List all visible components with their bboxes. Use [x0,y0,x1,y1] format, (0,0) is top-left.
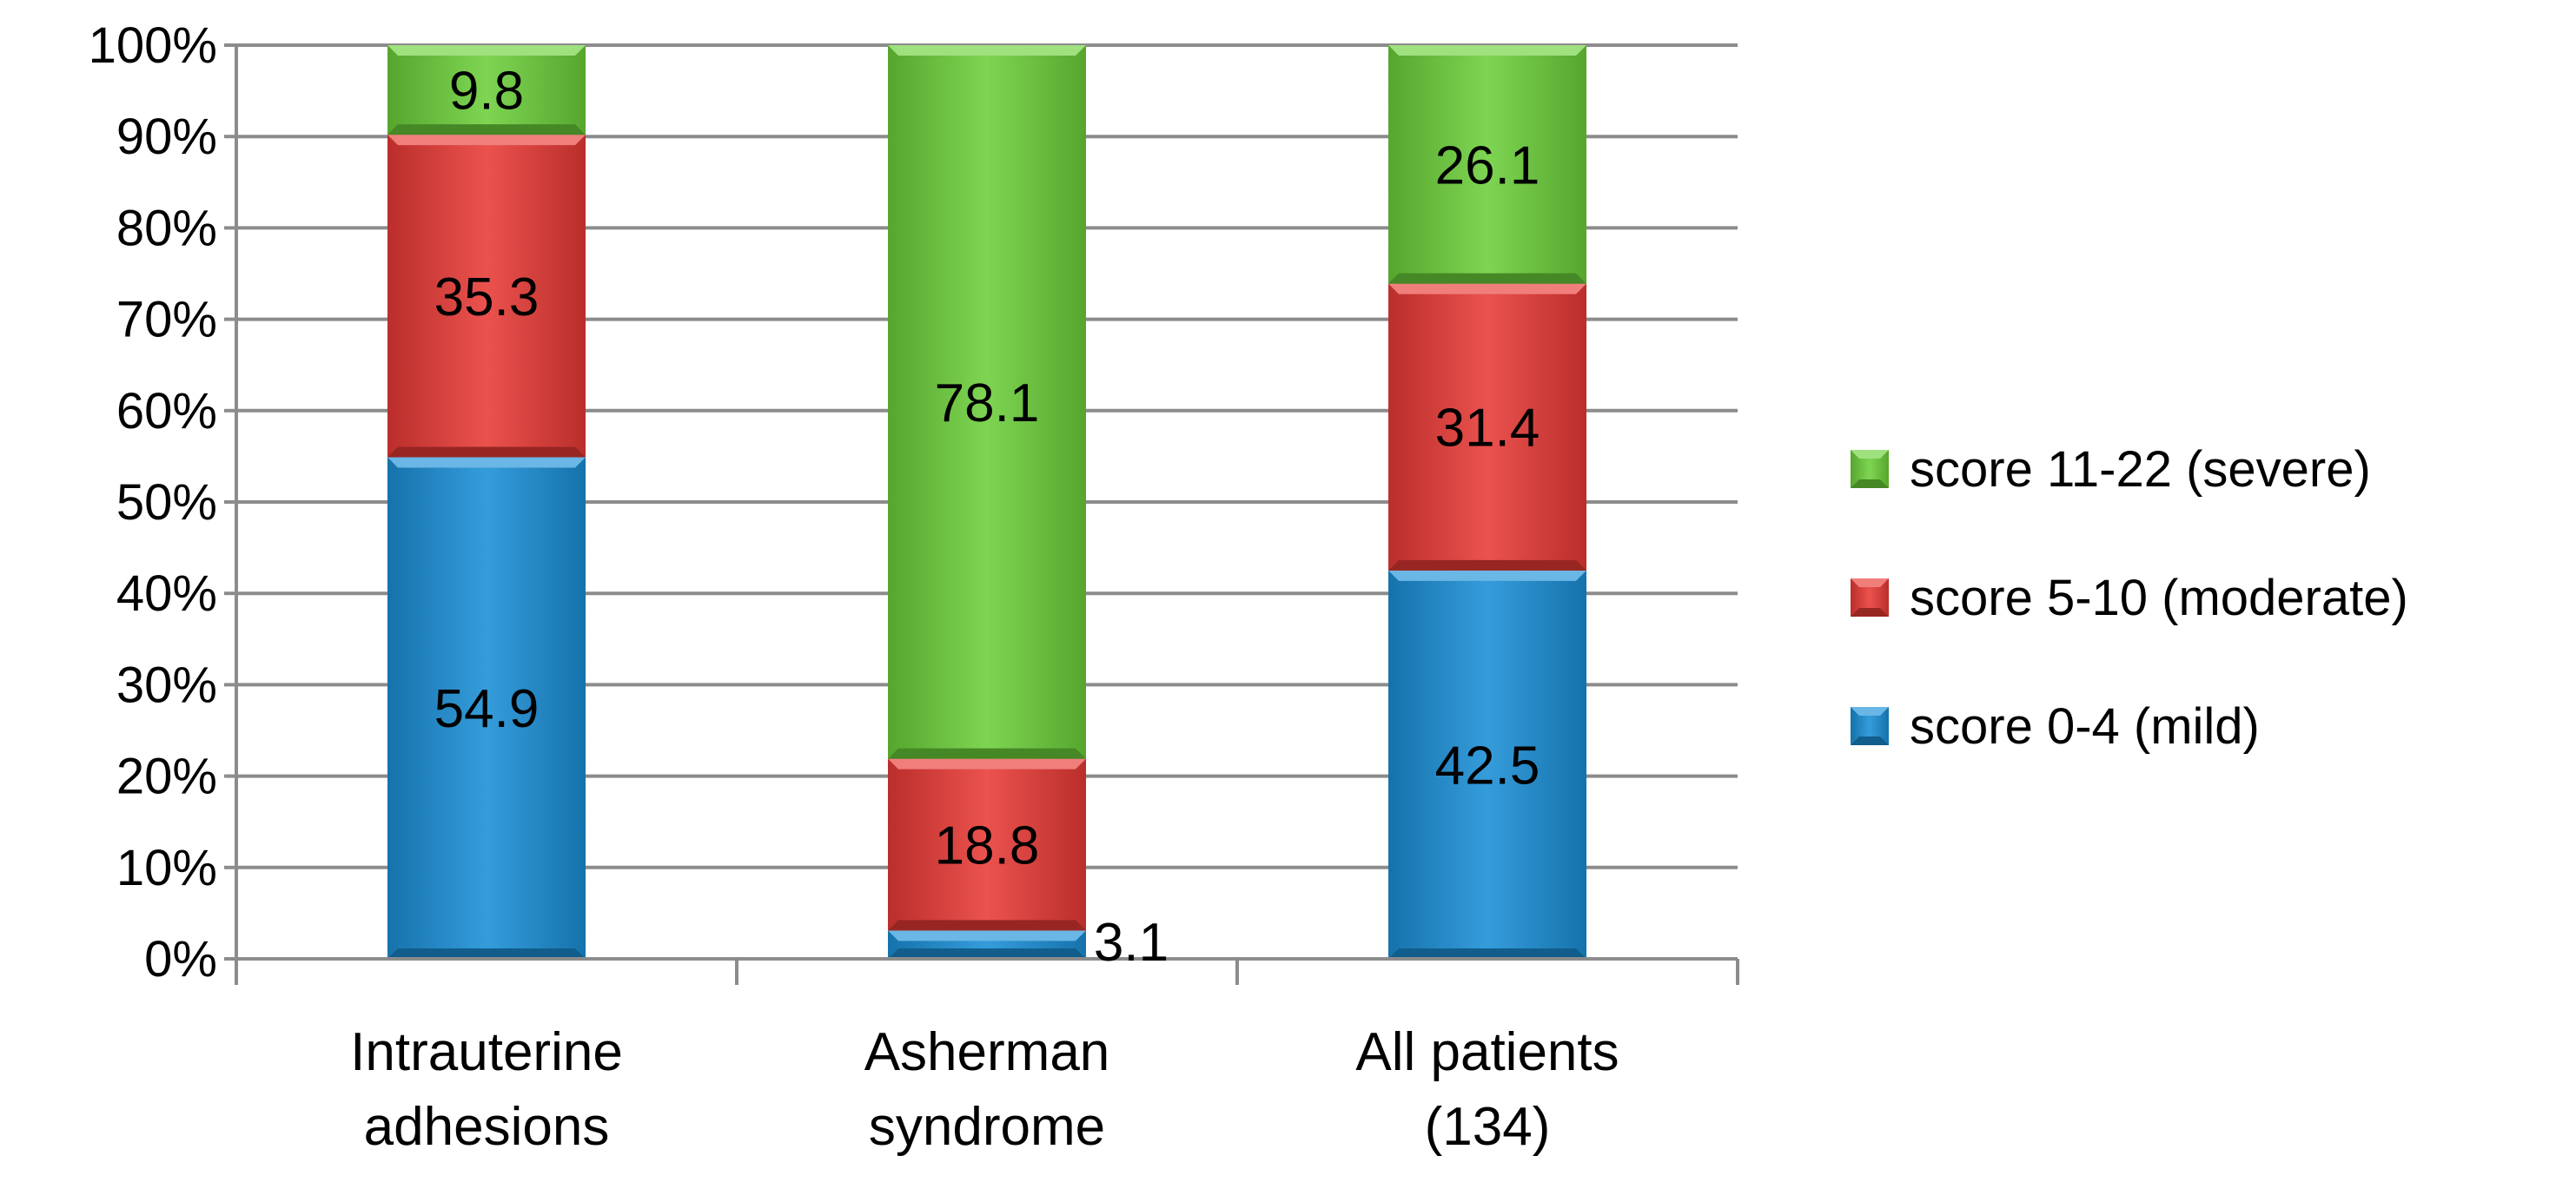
legend-label: score 5-10 (moderate) [1910,570,2408,626]
bar-segment [888,45,1086,759]
x-category-label: (134) [1425,1097,1551,1157]
bar-segment [387,135,586,458]
data-label: 54.9 [434,679,540,739]
data-label: 78.1 [935,373,1040,433]
data-label: 18.8 [935,816,1040,876]
legend-item: score 5-10 (moderate) [1851,570,2408,626]
x-category-label: Intrauterine [350,1022,623,1082]
y-tick-label: 10% [116,840,217,896]
data-label: 9.8 [449,62,524,122]
y-tick-label: 20% [116,749,217,805]
bar-segment [1388,45,1586,284]
bar-segment [888,930,1086,959]
bar-segment [387,457,586,959]
y-tick-label: 0% [144,931,217,988]
legend: score 11-22 (severe) score 5-10 (moderate… [1851,441,2408,755]
bar-segment [888,758,1086,931]
bar-segment [387,45,586,135]
y-tick-label: 90% [116,109,217,165]
legend-label: score 11-22 (severe) [1910,441,2371,498]
data-label: 31.4 [1435,399,1540,459]
y-tick-label: 30% [116,657,217,713]
y-tick-label: 40% [116,565,217,622]
legend-item: score 0-4 (mild) [1851,698,2260,755]
x-category-label: adhesions [364,1097,610,1157]
bar-segment [1388,283,1586,571]
y-tick-label: 50% [116,474,217,531]
data-labels: 54.9 35.3 9.8 3.1 18.8 78.1 42.5 31.4 26.1 [434,62,1540,973]
x-axis: Intrauterine adhesions Asherman syndrome All… [235,957,1739,1157]
data-label: 35.3 [434,268,540,327]
legend-item: score 11-22 (severe) [1851,441,2371,498]
y-tick-label: 60% [116,383,217,439]
data-label: 3.1 [1094,913,1169,973]
y-axis: 0% 10% 20% 30% 40% 50% 60% 70% 80% 90% 100% [89,17,238,988]
bars [387,45,1586,959]
x-category-label: Asherman [864,1022,1110,1082]
x-category-label: All patients [1355,1022,1619,1082]
legend-label: score 0-4 (mild) [1910,698,2260,755]
x-category-label: syndrome [869,1097,1105,1157]
data-label: 42.5 [1435,736,1540,796]
data-label: 26.1 [1435,135,1540,195]
bar-segment [1388,570,1586,959]
y-tick-label: 70% [116,292,217,348]
y-tick-label: 100% [89,17,217,74]
y-tick-label: 80% [116,200,217,256]
